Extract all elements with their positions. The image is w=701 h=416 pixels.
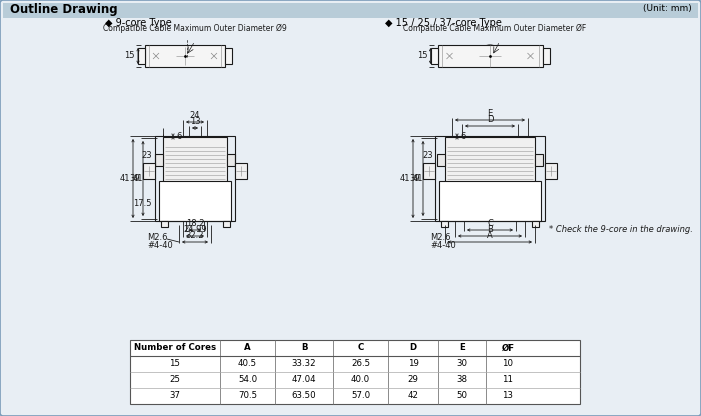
Text: D: D: [409, 344, 416, 352]
Text: 26.5: 26.5: [351, 359, 370, 369]
Text: ØF: ØF: [501, 344, 515, 352]
Bar: [225, 48, 232, 64]
Text: 15: 15: [125, 52, 135, 60]
Text: (Unit: mm): (Unit: mm): [644, 5, 692, 13]
Text: 6: 6: [460, 132, 465, 141]
Bar: [138, 48, 145, 64]
Text: E: E: [487, 109, 493, 117]
Text: Number of Cores: Number of Cores: [134, 344, 216, 352]
Text: 29: 29: [407, 376, 418, 384]
Text: 50: 50: [456, 391, 468, 401]
Bar: [163, 137, 227, 183]
Bar: [437, 45, 543, 67]
Bar: [3, 3, 698, 18]
Text: 39: 39: [409, 174, 420, 183]
Text: 41: 41: [132, 174, 143, 183]
Text: 40.5: 40.5: [238, 359, 257, 369]
Bar: [227, 154, 235, 166]
Bar: [223, 221, 230, 227]
Text: C: C: [358, 344, 364, 352]
Bar: [439, 181, 541, 221]
Text: C: C: [487, 218, 493, 228]
Bar: [130, 340, 580, 404]
Text: 18.2: 18.2: [186, 218, 204, 228]
Text: * Check the 9-core in the drawing.: * Check the 9-core in the drawing.: [549, 225, 693, 234]
Text: M2.6: M2.6: [147, 233, 168, 242]
Bar: [235, 163, 247, 179]
Text: 24: 24: [190, 111, 200, 119]
Text: 70.5: 70.5: [238, 391, 257, 401]
Bar: [437, 154, 445, 166]
Text: B: B: [301, 344, 307, 352]
Text: 13: 13: [190, 116, 200, 126]
Bar: [161, 221, 168, 227]
Text: E: E: [459, 344, 465, 352]
Text: 10: 10: [503, 359, 514, 369]
Text: ◆ 15 / 25 / 37-core Type: ◆ 15 / 25 / 37-core Type: [385, 18, 502, 28]
Text: Compatible Cable Maximum Outer Diameter ØF: Compatible Cable Maximum Outer Diameter …: [403, 24, 587, 33]
Text: #4-40: #4-40: [147, 240, 172, 250]
Text: M2.6: M2.6: [430, 233, 451, 242]
Text: 24.99: 24.99: [183, 225, 207, 233]
Bar: [143, 163, 155, 179]
Text: 39: 39: [130, 174, 140, 183]
Text: 25: 25: [170, 376, 180, 384]
Text: 23: 23: [142, 151, 152, 161]
Text: 19: 19: [407, 359, 418, 369]
Text: 41: 41: [412, 174, 423, 183]
Text: 38: 38: [456, 376, 468, 384]
Text: 13: 13: [503, 391, 514, 401]
Bar: [545, 163, 557, 179]
Text: 41: 41: [400, 174, 410, 183]
Text: 11: 11: [503, 376, 514, 384]
Bar: [435, 136, 545, 221]
Text: 41: 41: [119, 174, 130, 183]
Bar: [155, 136, 235, 221]
Text: 15: 15: [170, 359, 180, 369]
Bar: [441, 221, 448, 227]
Bar: [543, 48, 550, 64]
Bar: [145, 45, 225, 67]
Text: 54.0: 54.0: [238, 376, 257, 384]
Text: Outline Drawing: Outline Drawing: [10, 2, 118, 15]
Text: B: B: [487, 225, 493, 233]
Bar: [130, 340, 580, 356]
Text: ◆ 9-core Type: ◆ 9-core Type: [105, 18, 172, 28]
Text: 37: 37: [170, 391, 180, 401]
Text: 40.0: 40.0: [351, 376, 370, 384]
Text: 6: 6: [176, 132, 182, 141]
Bar: [532, 221, 539, 227]
Text: 57.0: 57.0: [351, 391, 370, 401]
Text: 23: 23: [423, 151, 433, 161]
Bar: [430, 48, 437, 64]
Text: 15: 15: [417, 52, 428, 60]
Text: 47.04: 47.04: [292, 376, 316, 384]
Text: Compatible Cable Maximum Outer Diameter Ø9: Compatible Cable Maximum Outer Diameter …: [103, 24, 287, 33]
Text: A: A: [487, 230, 493, 240]
Text: 63.50: 63.50: [292, 391, 316, 401]
Text: 42: 42: [407, 391, 418, 401]
Text: 33.32: 33.32: [292, 359, 316, 369]
Bar: [423, 163, 435, 179]
Bar: [155, 154, 163, 166]
Text: 32.2: 32.2: [186, 230, 204, 240]
Text: A: A: [244, 344, 251, 352]
Text: D: D: [486, 114, 494, 124]
Text: 30: 30: [456, 359, 468, 369]
Bar: [445, 137, 535, 183]
Text: #4-40: #4-40: [430, 240, 456, 250]
Bar: [535, 154, 543, 166]
Text: 17.5: 17.5: [133, 198, 152, 208]
Bar: [159, 181, 231, 221]
